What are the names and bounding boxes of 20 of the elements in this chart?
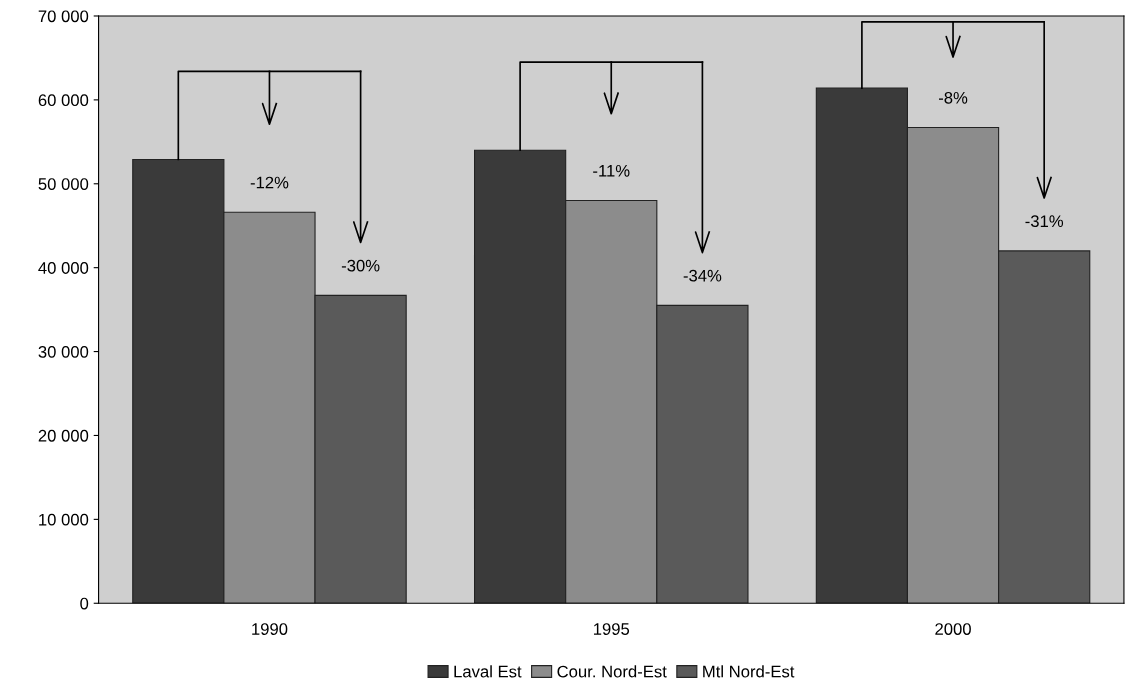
y-tick-label: 0 (80, 597, 89, 610)
y-tick-label: 30 000 (38, 345, 89, 358)
legend-label: Cour. Nord-Est (557, 665, 667, 678)
annotation: -12% (250, 176, 289, 189)
x-tick-label: 1995 (593, 623, 630, 635)
annotation: -11% (593, 164, 630, 177)
y-tick-label: 50 000 (38, 178, 89, 190)
y-tick-label: 20 000 (38, 429, 89, 442)
y-tick-label: 70 000 (38, 10, 89, 23)
annotation: -8% (938, 91, 968, 104)
annotation: -34% (683, 269, 722, 282)
annotation: -30% (341, 259, 380, 272)
legend-label: Laval Est (454, 665, 522, 678)
x-tick-label: 2000 (935, 623, 971, 635)
legend-label: Mtl Nord-Est (703, 665, 795, 678)
y-tick-label: 40 000 (38, 262, 89, 274)
y-tick-label: 60 000 (38, 94, 89, 107)
y-tick-label: 10 000 (39, 513, 89, 526)
x-tick-label: 1990 (252, 623, 288, 635)
annotation: -31% (1025, 215, 1064, 228)
